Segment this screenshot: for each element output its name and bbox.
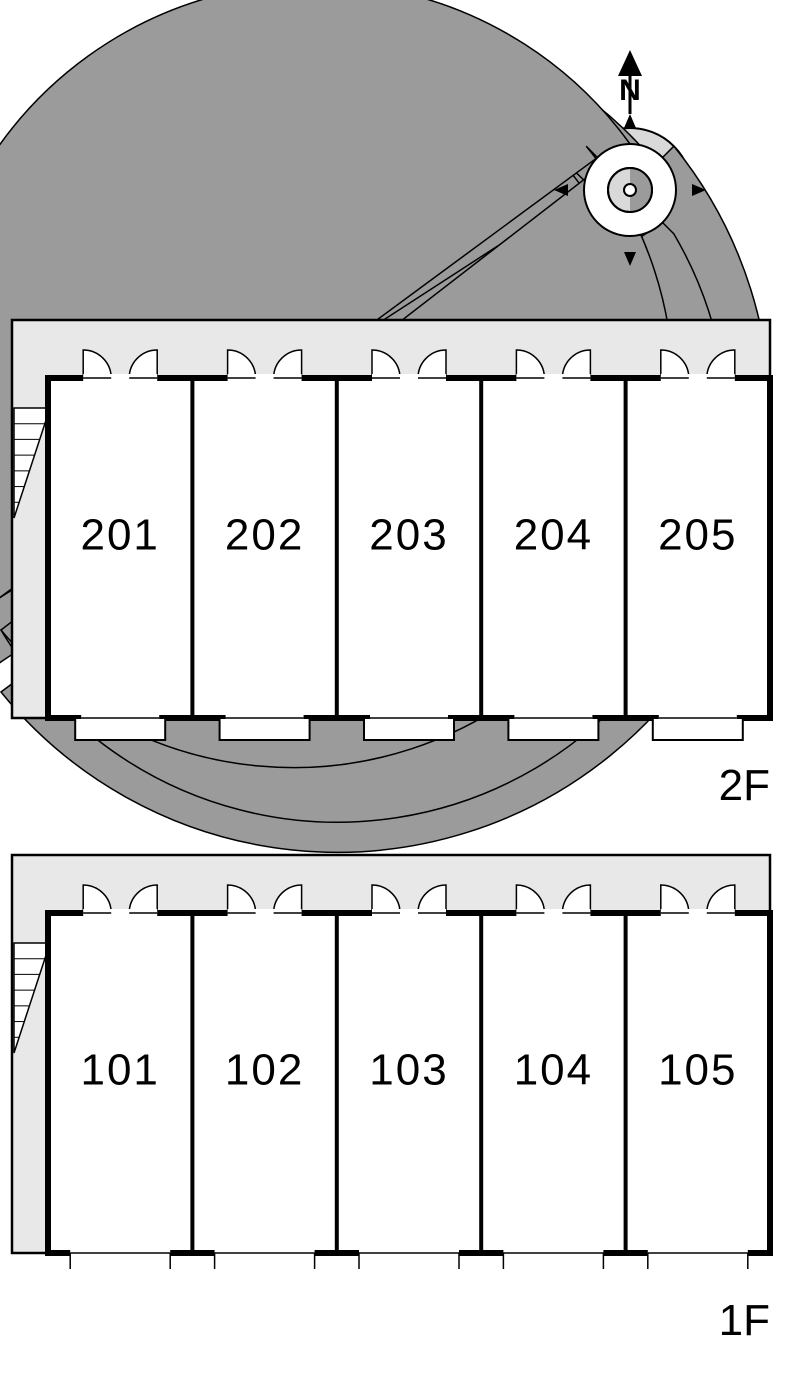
unit-label: 102	[225, 1045, 304, 1094]
floor-label: 1F	[719, 1296, 770, 1345]
floor-1F: 101 102 103 104 105 1F	[12, 855, 770, 1345]
unit-label: 104	[514, 1045, 593, 1094]
floor-label: 2F	[719, 761, 770, 810]
unit-label: 202	[225, 510, 304, 559]
unit-label: 103	[369, 1045, 448, 1094]
unit-label: 101	[80, 1045, 159, 1094]
unit-label: 203	[369, 510, 448, 559]
unit-label: 201	[80, 510, 159, 559]
unit-label: 105	[658, 1045, 737, 1094]
floor-2F: 201 202 203 204 205 2F	[12, 320, 770, 810]
compass-north-label: N	[619, 74, 641, 107]
unit-label: 204	[514, 510, 593, 559]
unit-label: 205	[658, 510, 737, 559]
